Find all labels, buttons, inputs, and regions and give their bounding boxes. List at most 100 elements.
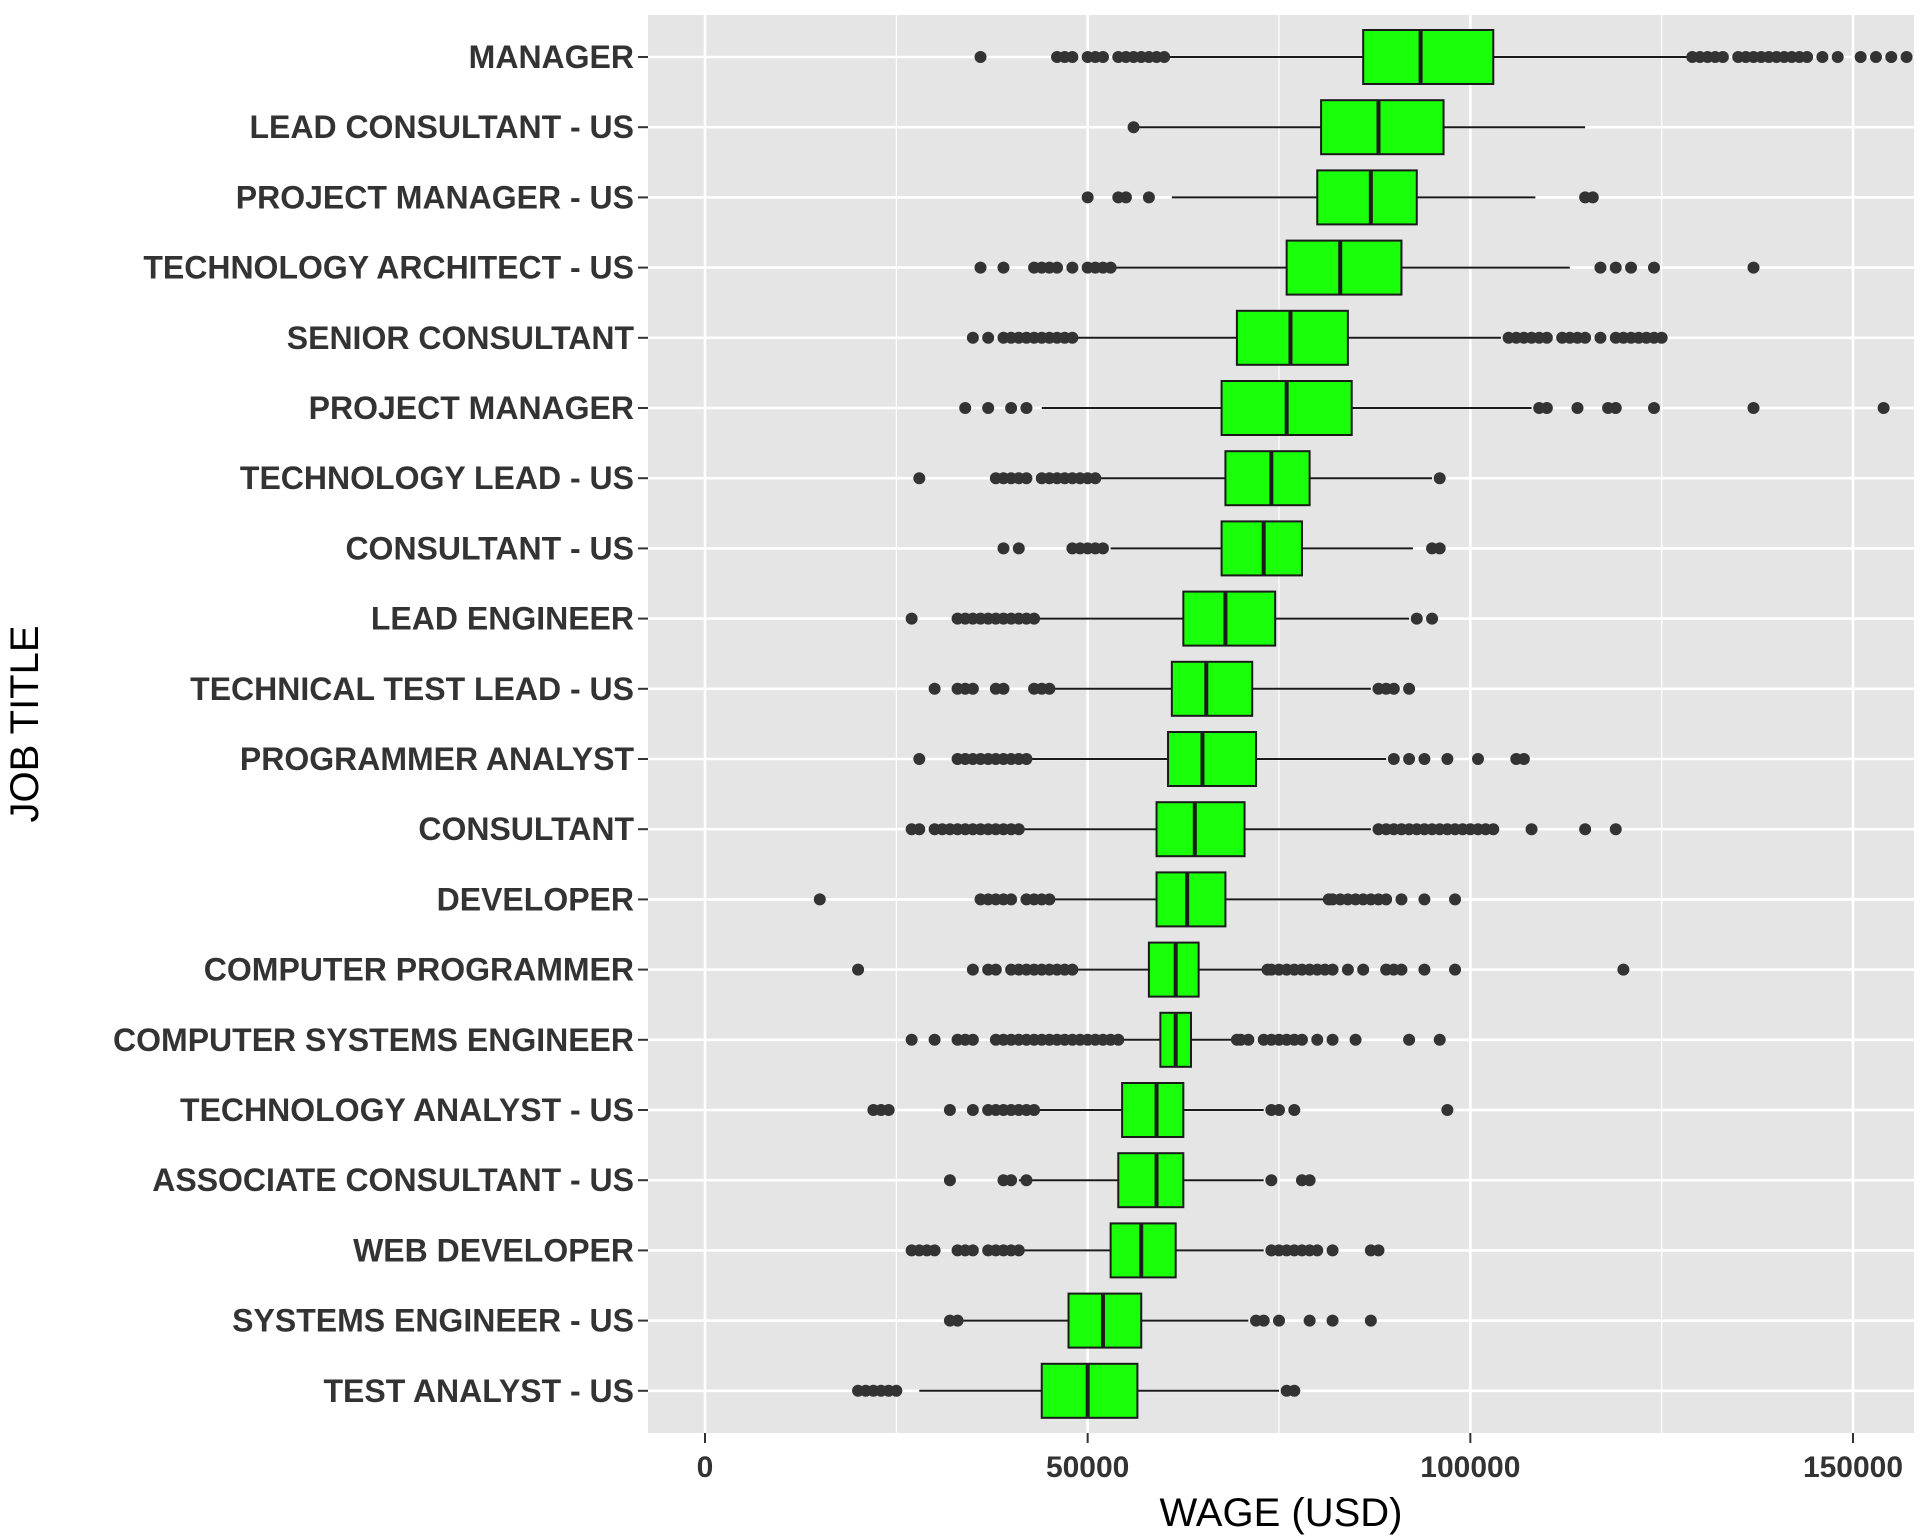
outlier-point — [1449, 963, 1462, 976]
outlier-point — [1257, 1314, 1270, 1327]
outlier-point — [913, 823, 926, 836]
y-tick-label: ASSOCIATE CONSULTANT - US — [152, 1162, 634, 1198]
outlier-point — [1005, 893, 1018, 906]
outlier-point — [852, 963, 865, 976]
outlier-point — [974, 261, 987, 274]
outlier-point — [966, 963, 979, 976]
outlier-point — [1403, 753, 1416, 765]
outlier-point — [1142, 191, 1155, 204]
outlier-point — [1869, 51, 1882, 63]
outlier-point — [966, 1244, 979, 1257]
y-tick-label: LEAD ENGINEER — [371, 601, 634, 637]
box-group — [913, 450, 1446, 507]
outlier-point — [1081, 191, 1094, 204]
y-tick-label: COMPUTER PROGRAMMER — [204, 952, 634, 988]
outlier-point — [1265, 1174, 1278, 1187]
outlier-point — [997, 682, 1010, 695]
iqr-box — [1121, 1082, 1185, 1138]
outlier-point — [1525, 823, 1538, 836]
outlier-point — [1885, 51, 1898, 63]
outlier-point — [1051, 261, 1064, 274]
outlier-point — [1043, 893, 1056, 906]
outlier-point — [1517, 753, 1530, 765]
box-group — [813, 871, 1462, 928]
outlier-point — [913, 753, 926, 765]
outlier-point — [1831, 51, 1844, 63]
outlier-point — [1801, 51, 1814, 63]
iqr-box — [1224, 450, 1311, 507]
x-tick-label: 50000 — [1046, 1451, 1129, 1484]
outlier-point — [1341, 963, 1354, 976]
outlier-point — [1449, 893, 1462, 906]
outlier-point — [1816, 51, 1829, 63]
outlier-point — [1349, 1033, 1362, 1046]
outlier-point — [997, 261, 1010, 274]
outlier-point — [1540, 402, 1553, 414]
iqr-box — [1320, 99, 1445, 156]
outlier-point — [1387, 682, 1400, 695]
outlier-point — [1028, 612, 1041, 625]
outlier-point — [813, 893, 826, 906]
y-tick-labels: MANAGER LEAD CONSULTANT - US PROJECT MANAG… — [113, 39, 648, 1409]
box-group — [905, 590, 1439, 647]
box-group — [852, 941, 1630, 998]
box-group — [913, 731, 1530, 787]
outlier-point — [943, 1174, 956, 1187]
outlier-point — [1372, 1244, 1385, 1257]
iqr-box — [1182, 590, 1277, 647]
outlier-point — [1609, 823, 1622, 836]
x-tick-label: 100000 — [1420, 1451, 1520, 1484]
outlier-point — [1594, 331, 1607, 344]
outlier-point — [1410, 612, 1423, 625]
outlier-point — [1441, 1104, 1454, 1116]
outlier-point — [882, 1104, 895, 1116]
outlier-point — [905, 612, 918, 625]
outlier-point — [1716, 51, 1729, 63]
outlier-point — [982, 331, 995, 344]
outlier-point — [1387, 753, 1400, 765]
outlier-point — [951, 1314, 964, 1327]
outlier-point — [1426, 612, 1439, 625]
outlier-point — [1104, 261, 1117, 274]
box-group — [928, 660, 1416, 717]
outlier-point — [943, 1104, 956, 1116]
outlier-point — [1433, 1033, 1446, 1046]
outlier-point — [1273, 1314, 1285, 1327]
outlier-point — [1066, 963, 1079, 976]
outlier-point — [1326, 963, 1339, 976]
outlier-point — [1418, 963, 1431, 976]
outlier-point — [1311, 1033, 1324, 1046]
outlier-point — [1648, 261, 1661, 274]
y-tick-label: PROJECT MANAGER — [309, 390, 634, 426]
box-group — [943, 1152, 1316, 1209]
outlier-point — [1089, 472, 1102, 485]
outlier-point — [1096, 51, 1109, 63]
y-tick-label: TECHNOLOGY ARCHITECT - US — [143, 250, 634, 286]
outlier-point — [1273, 1104, 1285, 1116]
outlier-point — [1617, 963, 1630, 976]
box-group — [974, 29, 1913, 85]
outlier-point — [966, 1104, 979, 1116]
outlier-point — [1380, 893, 1393, 906]
outlier-point — [1066, 51, 1079, 63]
y-tick-label: SENIOR CONSULTANT — [287, 320, 635, 356]
outlier-point — [989, 963, 1002, 976]
outlier-point — [1418, 893, 1431, 906]
box-layer — [813, 29, 1913, 1419]
outlier-point — [1747, 402, 1760, 414]
outlier-point — [890, 1384, 903, 1397]
y-tick-label: TEST ANALYST - US — [323, 1373, 634, 1409]
outlier-point — [1579, 331, 1592, 344]
iqr-box — [1117, 1152, 1185, 1209]
y-tick-label: PROGRAMMER ANALYST — [240, 741, 635, 777]
box-group — [997, 520, 1446, 577]
outlier-point — [1418, 753, 1431, 765]
outlier-point — [1005, 402, 1018, 414]
y-tick-label: TECHNOLOGY ANALYST - US — [180, 1092, 634, 1128]
box-group — [1127, 99, 1586, 156]
outlier-point — [1020, 753, 1033, 765]
outlier-point — [1303, 1174, 1316, 1187]
outlier-point — [1012, 542, 1025, 555]
outlier-point — [1020, 402, 1033, 414]
